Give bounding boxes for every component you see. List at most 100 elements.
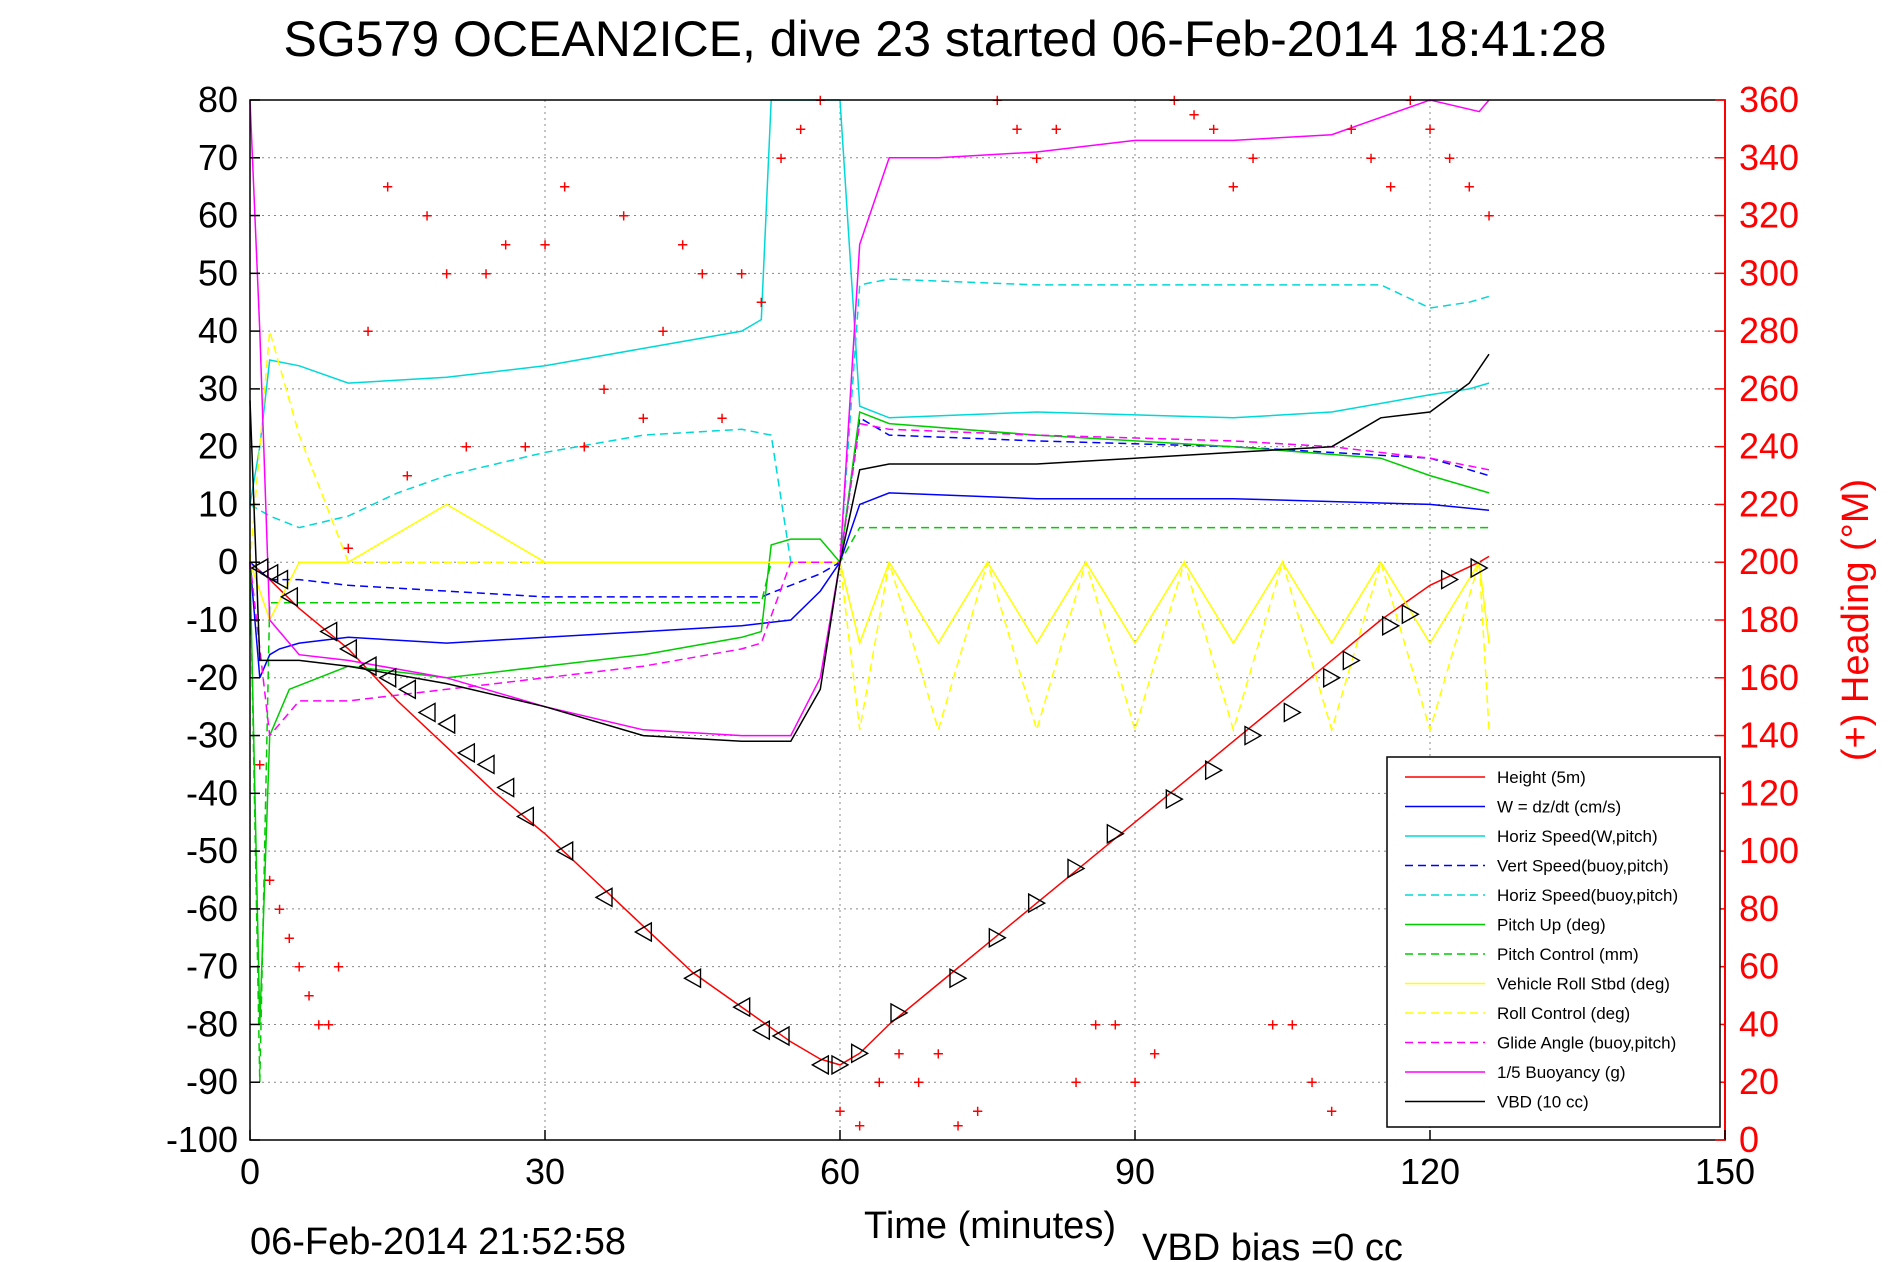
- heading-point: +: [1484, 206, 1495, 227]
- series-line-7: [249, 503, 1490, 646]
- y-right-tick-label: 0: [1739, 1119, 1759, 1160]
- x-tick-label: 120: [1400, 1151, 1460, 1192]
- heading-scatter: + + + + + + + + + + + + + + + + + + + + + + + + + + + + + + + + + + + + + + + +…: [254, 90, 1494, 1137]
- heading-point: +: [333, 957, 344, 978]
- heading-point: +: [835, 1101, 846, 1122]
- heading-point: +: [1385, 177, 1396, 198]
- heading-point: +: [599, 379, 610, 400]
- heading-point: +: [294, 957, 305, 978]
- heading-point: +: [264, 870, 275, 891]
- y-right-tick-label: 180: [1739, 599, 1799, 640]
- y-right-tick-label: 360: [1739, 79, 1799, 120]
- x-tick-label: 60: [820, 1151, 860, 1192]
- heading-point: +: [500, 234, 511, 255]
- pitch-marker: [771, 1025, 790, 1047]
- x-tick-label: 30: [525, 1151, 565, 1192]
- heading-point: +: [1346, 119, 1357, 140]
- legend-label: Horiz Speed(buoy,pitch): [1497, 886, 1678, 905]
- heading-point: +: [520, 437, 531, 458]
- pitch-marker: [417, 702, 436, 723]
- x-tick-label: 90: [1115, 1151, 1155, 1192]
- y-tick-label: -80: [186, 1003, 238, 1044]
- heading-point: +: [1366, 148, 1377, 169]
- heading-point: +: [677, 234, 688, 255]
- y-right-tick-label: 20: [1739, 1061, 1779, 1102]
- heading-point: +: [323, 1014, 334, 1035]
- heading-point: +: [1189, 104, 1200, 125]
- series-line-10: [249, 99, 1490, 737]
- heading-point: +: [874, 1072, 885, 1093]
- pitch-marker: [1283, 702, 1302, 723]
- heading-point: +: [402, 466, 413, 487]
- y-tick-label: -60: [186, 888, 238, 929]
- y-right-tick-label: 100: [1739, 830, 1799, 871]
- heading-point: +: [1248, 148, 1259, 169]
- y-tick-label: 50: [198, 252, 238, 293]
- heading-point: +: [953, 1116, 964, 1137]
- y-tick-label: 70: [198, 137, 238, 178]
- heading-point: +: [697, 263, 708, 284]
- pitch-marker: [270, 569, 289, 590]
- x-tick-label: 150: [1695, 1151, 1755, 1192]
- y-right-tick-label: 280: [1739, 310, 1799, 351]
- heading-point: +: [304, 986, 315, 1007]
- legend-box: [1386, 756, 1721, 1128]
- legend-label: Horiz Speed(W,pitch): [1497, 827, 1658, 846]
- heading-point: +: [658, 321, 669, 342]
- pitch-marker: [338, 638, 358, 660]
- heading-point: +: [1425, 119, 1436, 140]
- heading-point: +: [1071, 1072, 1082, 1093]
- pitch-marker: [1027, 892, 1047, 914]
- legend-label: Glide Angle (buoy,pitch): [1497, 1034, 1676, 1053]
- x-axis-label: Time (minutes): [864, 1205, 1116, 1247]
- y-tick-label: -100: [166, 1119, 238, 1160]
- legend-label: 1/5 Buoyancy (g): [1497, 1063, 1626, 1082]
- series-line-0: [249, 555, 1490, 1066]
- heading-point: +: [1287, 1014, 1298, 1035]
- y-right-tick-label: 220: [1739, 483, 1799, 524]
- heading-point: +: [972, 1101, 983, 1122]
- pitch-marker: [1401, 604, 1420, 625]
- heading-point: +: [913, 1072, 924, 1093]
- pitch-marker: [751, 1020, 771, 1041]
- heading-point: +: [1267, 1014, 1278, 1035]
- series-line-6: [249, 526, 1489, 1083]
- y-tick-label: 40: [198, 310, 238, 351]
- heading-point: +: [284, 928, 295, 949]
- y-right-tick-label: 40: [1739, 1003, 1779, 1044]
- y-axis-right: 3603403203002802602402202001801601401201…: [1715, 79, 1799, 1160]
- pitch-marker: [1381, 615, 1401, 636]
- heading-point: +: [1228, 177, 1239, 198]
- legend-label: Pitch Up (deg): [1497, 916, 1606, 935]
- heading-point: +: [756, 292, 767, 313]
- pitch-marker: [831, 1054, 850, 1076]
- heading-point: +: [1444, 148, 1455, 169]
- heading-point: +: [382, 177, 393, 198]
- legend-label: Roll Control (deg): [1497, 1004, 1630, 1023]
- pitch-marker: [1165, 788, 1184, 810]
- heading-point: +: [274, 899, 285, 920]
- y-axis-right-label: (+) Heading (°M): [1835, 479, 1877, 761]
- legend-label: VBD (10 cc): [1497, 1093, 1589, 1112]
- y-right-tick-label: 120: [1739, 772, 1799, 813]
- pitch-marker: [319, 621, 338, 642]
- pitch-marker: [397, 679, 417, 700]
- legend-label: Vert Speed(buoy,pitch): [1497, 857, 1669, 876]
- heading-point: +: [559, 177, 570, 198]
- heading-point: +: [540, 234, 551, 255]
- y-tick-label: 0: [218, 541, 238, 582]
- pitch-marker: [515, 806, 535, 827]
- heading-point: +: [343, 538, 354, 559]
- heading-point: +: [894, 1043, 905, 1064]
- pitch-marker: [949, 968, 968, 989]
- y-tick-label: 20: [198, 426, 238, 467]
- heading-point: +: [776, 148, 787, 169]
- heading-point: +: [1090, 1014, 1101, 1035]
- series-line-8: [249, 330, 1490, 733]
- chart-title: SG579 OCEAN2ICE, dive 23 started 06-Feb-…: [284, 11, 1607, 67]
- pitch-marker: [555, 840, 574, 862]
- y-tick-label: -20: [186, 657, 238, 698]
- plot-area: [249, 99, 1490, 1083]
- heading-point: +: [1208, 119, 1219, 140]
